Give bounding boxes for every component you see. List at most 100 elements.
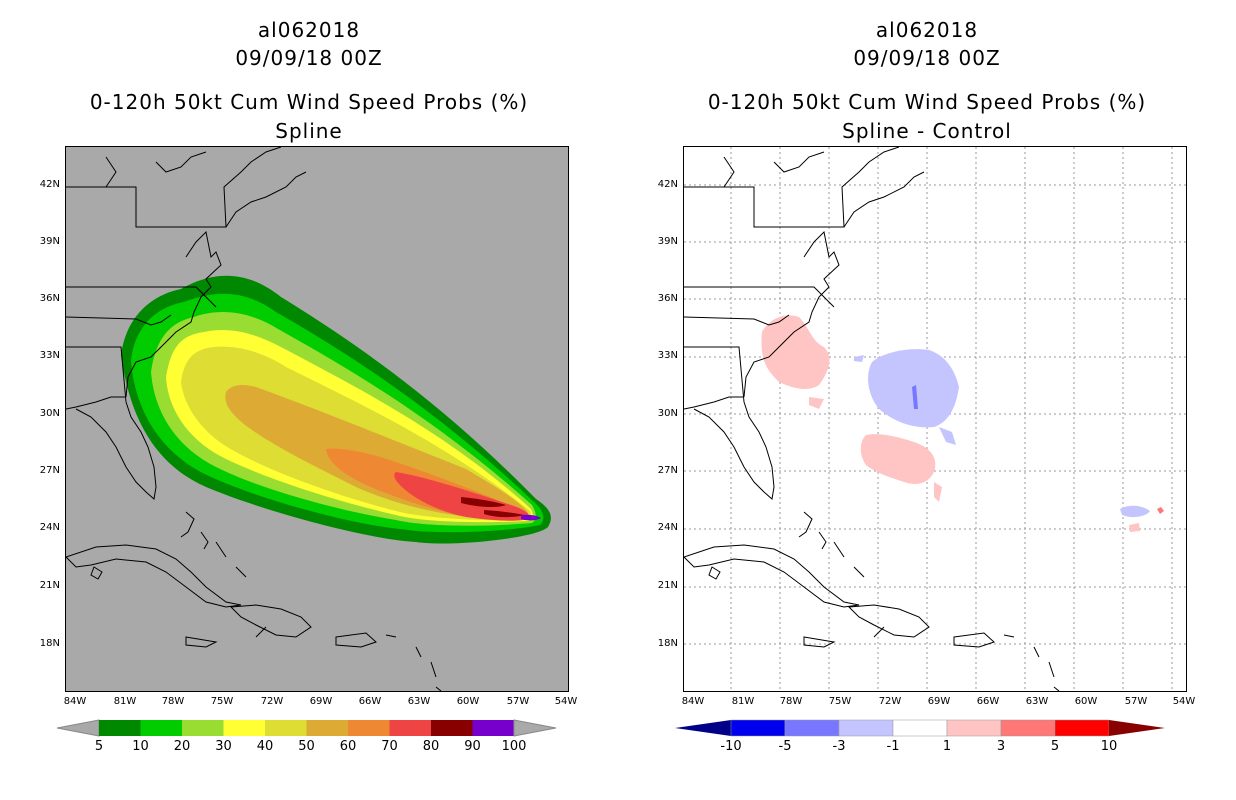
lon-label: 60W: [456, 696, 480, 707]
lon-label: 75W: [210, 696, 234, 707]
lon-label: 66W: [976, 696, 1000, 707]
colorbar-label: 60: [339, 739, 357, 754]
lon-label: 66W: [358, 696, 382, 707]
colorbar-label: 40: [256, 739, 274, 754]
colorbar-label: 10: [132, 739, 149, 754]
lat-label: 21N: [39, 580, 60, 591]
colorbar-end-low: [675, 720, 731, 736]
colorbar-label: -1: [886, 739, 900, 754]
lon-label: 60W: [1074, 696, 1098, 707]
right-colorbar: [675, 719, 1165, 737]
colorbar-swatch: [784, 719, 840, 737]
lat-label: 39N: [39, 236, 60, 247]
lon-label: 69W: [309, 696, 333, 707]
pink-patch: [809, 397, 824, 409]
colorbar-swatch: [265, 720, 307, 736]
colorbar-swatch: [140, 720, 182, 736]
colorbar-label: 1: [942, 739, 952, 754]
colorbar-swatch: [223, 720, 265, 736]
colorbar-swatch: [1054, 719, 1110, 737]
lon-label: 84W: [681, 696, 705, 707]
lat-label: 36N: [657, 293, 678, 304]
lat-label: 27N: [657, 465, 678, 476]
band-90: [521, 514, 541, 521]
colorbar-swatch: [1000, 719, 1056, 737]
colorbar-swatch: [99, 720, 141, 736]
colorbar-swatch: [892, 719, 948, 737]
lon-label: 63W: [1025, 696, 1049, 707]
blue-patch-dark: [912, 385, 918, 409]
colorbar-label: 5: [1050, 739, 1060, 754]
right-subtitle: Spline - Control: [842, 119, 1012, 143]
blue-patch: [939, 427, 956, 445]
lon-label: 78W: [161, 696, 185, 707]
colorbar-end-high: [513, 719, 557, 737]
pink-patch: [860, 434, 936, 484]
lat-label: 30N: [39, 408, 60, 419]
colorbar-label: -5: [778, 739, 792, 754]
lat-label: 18N: [657, 638, 678, 649]
colorbar-end-low: [56, 719, 100, 737]
colorbar-swatch: [730, 719, 786, 737]
colorbar-label: 50: [298, 739, 315, 754]
colorbar-label: 5: [94, 739, 104, 754]
colorbar-label: 20: [173, 739, 191, 754]
band-70: [394, 472, 530, 521]
colorbar-label: 80: [422, 739, 440, 754]
difference-patches: [761, 315, 1164, 532]
pink-patch: [1157, 507, 1164, 514]
colorbar-end-high: [1109, 720, 1165, 736]
left-panel: al062018 09/09/18 00Z 0-120h 50kt Cum Wi…: [39, 18, 578, 754]
colorbar-label: 90: [464, 739, 481, 754]
colorbar-label: -3: [832, 739, 846, 754]
lon-label: 72W: [260, 696, 284, 707]
band-80: [461, 497, 506, 508]
lat-label: 36N: [39, 293, 60, 304]
lon-label: 69W: [927, 696, 951, 707]
probability-swath: [121, 275, 551, 544]
colorbar-label: 3: [996, 739, 1006, 754]
lat-label: 42N: [39, 179, 60, 190]
colorbar-label: 30: [215, 739, 232, 754]
colorbar-swatch: [389, 720, 431, 736]
blue-patch: [854, 355, 864, 362]
lat-label: 30N: [657, 408, 678, 419]
lon-label: 54W: [554, 696, 578, 707]
lon-label: 84W: [63, 696, 87, 707]
colorbar-label: 10: [1100, 739, 1118, 754]
right-map: [683, 146, 1187, 692]
lat-label: 42N: [657, 179, 678, 190]
right-storm-id: al062018: [875, 18, 979, 42]
left-subtitle: Spline: [275, 119, 343, 143]
colorbar-swatch: [348, 720, 390, 736]
pink-patch: [934, 482, 942, 502]
lat-label: 18N: [39, 638, 60, 649]
lat-label: 27N: [39, 465, 60, 476]
colorbar-swatch: [182, 720, 224, 736]
lat-label: 24N: [657, 522, 678, 533]
left-title: 0-120h 50kt Cum Wind Speed Probs (%): [89, 90, 529, 114]
left-storm-id: al062018: [257, 18, 361, 42]
coastlines: [684, 147, 1060, 691]
colorbar-label: 70: [381, 739, 398, 754]
lat-label: 33N: [39, 350, 60, 361]
left-map: [65, 146, 569, 692]
left-colorbar: [56, 719, 557, 737]
colorbar-label: 100: [501, 739, 527, 754]
lon-label: 78W: [779, 696, 803, 707]
colorbar-label: -10: [720, 739, 742, 754]
pink-patch: [761, 315, 830, 389]
lon-label: 63W: [407, 696, 431, 707]
lon-label: 57W: [506, 696, 530, 707]
colorbar-swatch: [946, 719, 1002, 737]
lon-label: 81W: [113, 696, 137, 707]
lat-label: 24N: [39, 522, 60, 533]
coastlines: [66, 147, 442, 691]
left-map-svg: [66, 147, 551, 691]
lon-label: 81W: [731, 696, 755, 707]
pink-patch: [1129, 523, 1140, 532]
lon-label: 54W: [1172, 696, 1196, 707]
lon-label: 72W: [878, 696, 902, 707]
lon-label: 57W: [1124, 696, 1148, 707]
lat-label: 21N: [657, 580, 678, 591]
